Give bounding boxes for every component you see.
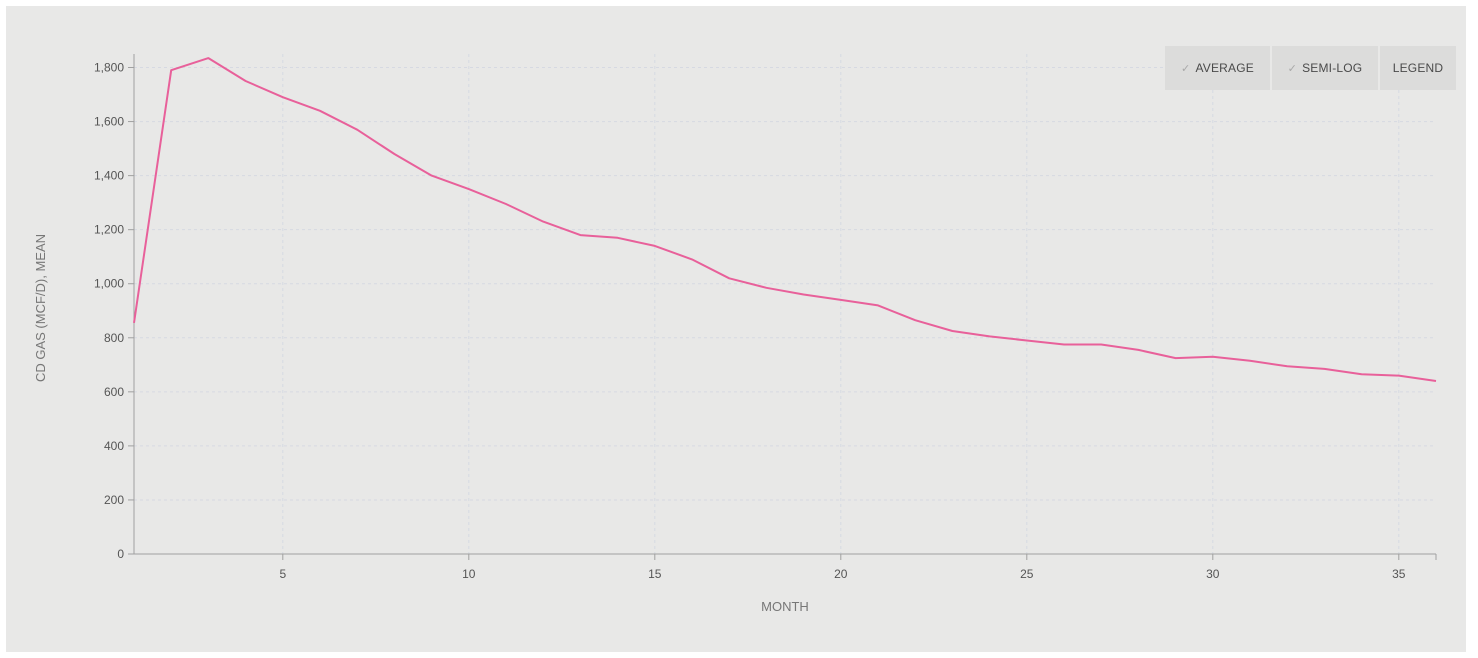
y-tick-label: 400 <box>104 439 124 453</box>
x-tick-label: 25 <box>1020 567 1034 581</box>
x-tick-label: 15 <box>648 567 662 581</box>
y-tick-label: 600 <box>104 385 124 399</box>
y-tick-label: 1,400 <box>94 169 124 183</box>
y-tick-label: 1,800 <box>94 61 124 75</box>
y-tick-label: 1,600 <box>94 115 124 129</box>
check-icon: ✓ <box>1181 62 1191 75</box>
x-tick-label: 30 <box>1206 567 1220 581</box>
y-tick-label: 800 <box>104 331 124 345</box>
x-tick-label: 5 <box>279 567 286 581</box>
semi-log-label: SEMI-LOG <box>1302 61 1363 75</box>
chart-panel: 0 200 400 600 800 1,000 1,200 1,400 1,600 1,800 5 1… <box>6 6 1466 652</box>
check-icon: ✓ <box>1287 62 1298 75</box>
y-axis-title: CD GAS (MCF/D), MEAN <box>33 234 48 382</box>
axes: 0 200 400 600 800 1,000 1,200 1,400 1,600 1,800 5 1… <box>94 54 1437 581</box>
y-tick-label: 200 <box>104 493 124 507</box>
plot-area <box>133 57 1437 382</box>
x-axis-title: MONTH <box>761 599 809 614</box>
average-label: AVERAGE <box>1195 61 1254 75</box>
semi-log-toggle-button[interactable]: ✓ SEMI-LOG <box>1272 46 1380 90</box>
x-tick-label: 35 <box>1392 567 1406 581</box>
x-tick-label: 10 <box>462 567 476 581</box>
series-line <box>133 57 1437 382</box>
chart: 0 200 400 600 800 1,000 1,200 1,400 1,600 1,800 5 1… <box>33 54 1437 614</box>
x-tick-label: 20 <box>834 567 848 581</box>
y-tick-label: 0 <box>117 547 124 561</box>
average-toggle-button[interactable]: ✓ AVERAGE <box>1165 46 1272 90</box>
y-tick-label: 1,000 <box>94 277 124 291</box>
legend-label: LEGEND <box>1392 61 1444 75</box>
y-tick-label: 1,200 <box>94 223 124 237</box>
legend-toggle-button[interactable]: LEGEND <box>1380 46 1456 90</box>
chart-toolbar: ✓ AVERAGE ✓ SEMI-LOG LEGEND <box>1165 46 1456 90</box>
grid-lines <box>134 54 1436 554</box>
